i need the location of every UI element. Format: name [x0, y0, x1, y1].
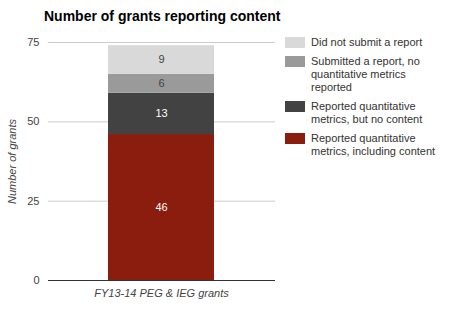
svg-text:25: 25	[27, 195, 39, 207]
html-text:Reported quantitative metrics,: Reported quantitative metrics, including…	[311, 132, 436, 157]
svg-text:FY13-14 PEG & IEG grants: FY13-14 PEG & IEG grants	[94, 287, 229, 299]
html-text:Reported quantitative metrics,: Reported quantitative metrics, but no co…	[311, 100, 423, 125]
svg-text:Number of grants: Number of grants	[6, 119, 18, 204]
html-text:Number of grants reporting con: Number of grants reporting content	[44, 8, 281, 24]
svg-text:9: 9	[158, 53, 164, 65]
svg-text:0: 0	[33, 274, 39, 286]
html-text:Submitted a report, no quantit: Submitted a report, no quantitative metr…	[311, 55, 420, 93]
svg-text:75: 75	[27, 36, 39, 48]
html-text:Did not submit a report: Did not submit a report	[311, 36, 423, 48]
svg-text:46: 46	[155, 201, 167, 213]
svg-text:13: 13	[155, 107, 167, 119]
svg-text:6: 6	[158, 77, 164, 89]
svg-text:50: 50	[27, 115, 39, 127]
